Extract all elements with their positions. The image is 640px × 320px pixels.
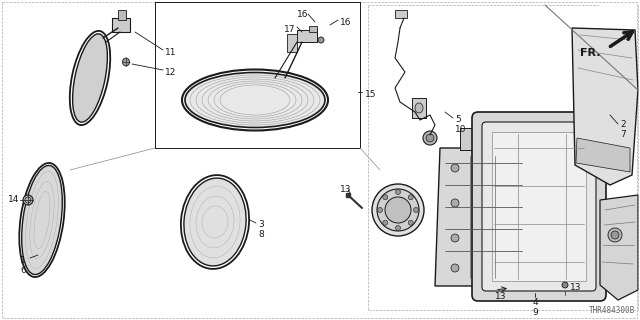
Polygon shape [435, 148, 530, 286]
Text: 12: 12 [165, 68, 177, 77]
Ellipse shape [611, 231, 619, 239]
Ellipse shape [72, 34, 108, 122]
Bar [118, 10, 126, 20]
Text: 5: 5 [455, 115, 461, 124]
Ellipse shape [318, 37, 324, 43]
Text: 13: 13 [495, 292, 506, 301]
Ellipse shape [608, 228, 622, 242]
Text: 2: 2 [620, 120, 626, 129]
Ellipse shape [426, 134, 434, 142]
FancyBboxPatch shape [472, 112, 606, 301]
Text: 9: 9 [532, 308, 538, 317]
Text: 1: 1 [20, 256, 26, 265]
Ellipse shape [451, 164, 459, 172]
Ellipse shape [377, 189, 419, 231]
FancyBboxPatch shape [482, 122, 596, 291]
Bar [460, 128, 495, 150]
Text: 4: 4 [532, 298, 538, 307]
Bar [412, 98, 426, 118]
Text: 11: 11 [165, 48, 177, 57]
Ellipse shape [122, 58, 129, 66]
Polygon shape [600, 195, 638, 300]
Text: 15: 15 [365, 90, 376, 99]
Text: 13: 13 [340, 185, 351, 194]
FancyBboxPatch shape [492, 132, 586, 281]
Ellipse shape [415, 103, 423, 113]
Ellipse shape [385, 197, 411, 223]
Text: 7: 7 [620, 130, 626, 139]
Ellipse shape [185, 73, 325, 127]
Ellipse shape [378, 207, 383, 212]
Bar [297, 30, 317, 42]
Bar [287, 34, 297, 52]
Ellipse shape [562, 282, 568, 288]
Ellipse shape [396, 226, 401, 230]
Ellipse shape [23, 195, 33, 205]
Text: 13: 13 [570, 283, 582, 292]
Ellipse shape [451, 199, 459, 207]
Ellipse shape [413, 207, 419, 212]
Bar [112, 18, 130, 32]
Ellipse shape [383, 195, 388, 200]
Text: 3: 3 [258, 220, 264, 229]
Text: 14: 14 [8, 195, 19, 204]
Text: 6: 6 [20, 266, 26, 275]
Text: 17: 17 [284, 25, 295, 34]
Polygon shape [576, 138, 630, 172]
Ellipse shape [396, 189, 401, 195]
Ellipse shape [408, 195, 413, 200]
Ellipse shape [408, 220, 413, 225]
Bar [395, 10, 407, 18]
Text: FR.: FR. [580, 48, 600, 58]
Ellipse shape [423, 131, 437, 145]
Bar [309, 26, 317, 32]
Ellipse shape [184, 178, 246, 266]
Ellipse shape [451, 234, 459, 242]
Text: THR484300B: THR484300B [589, 306, 635, 315]
Ellipse shape [372, 184, 424, 236]
Polygon shape [572, 28, 638, 185]
Ellipse shape [22, 165, 62, 275]
Text: 16: 16 [297, 10, 308, 19]
Text: 8: 8 [258, 230, 264, 239]
Ellipse shape [383, 220, 388, 225]
Text: 10: 10 [455, 125, 467, 134]
Text: 16: 16 [340, 18, 351, 27]
Ellipse shape [451, 264, 459, 272]
